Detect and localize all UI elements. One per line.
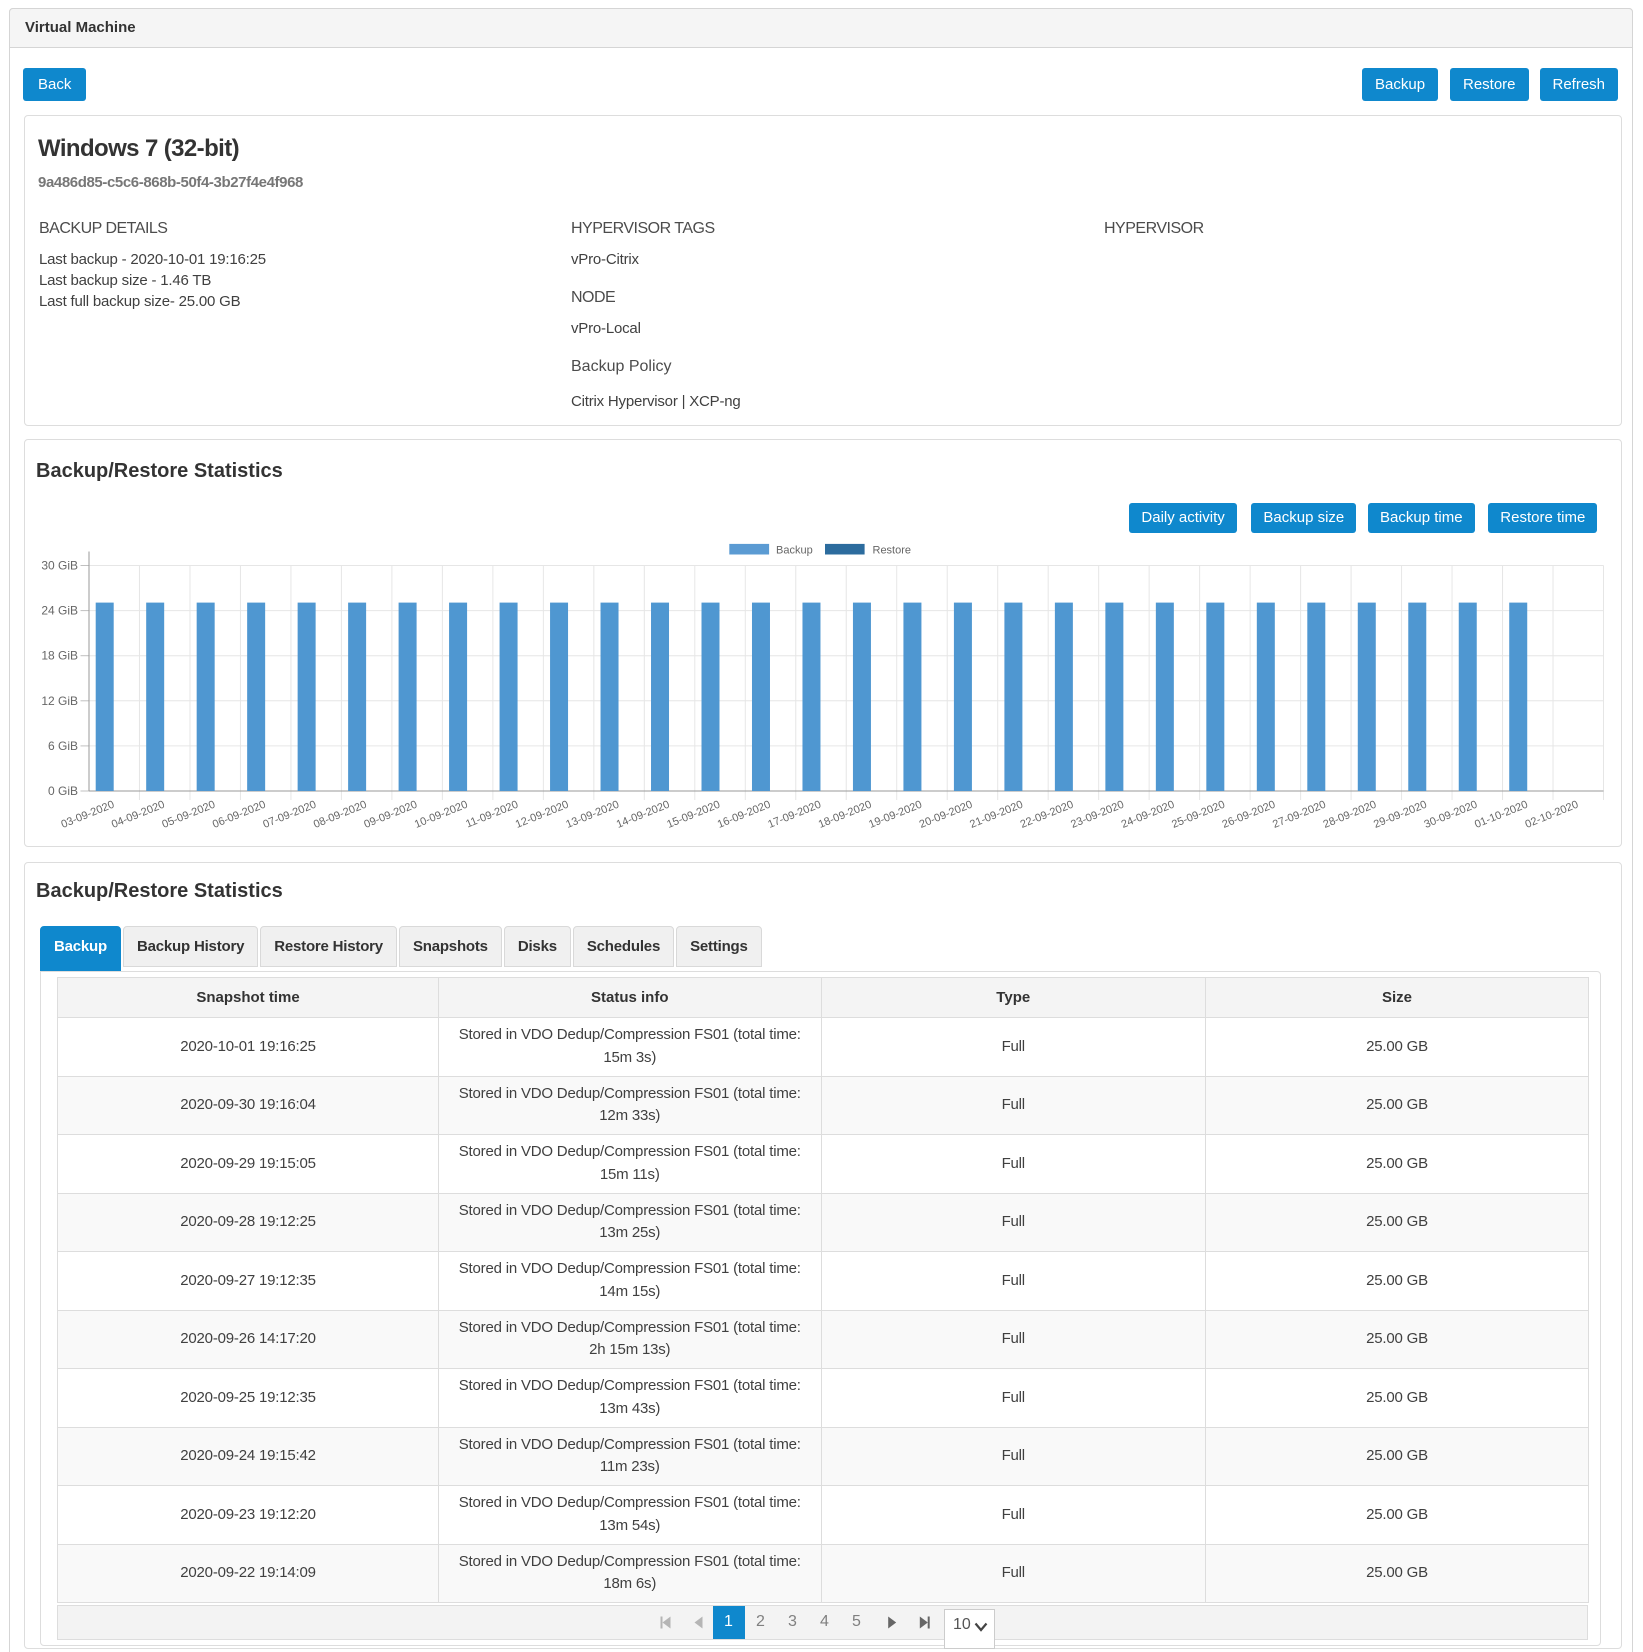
svg-text:14-09-2020: 14-09-2020 (615, 799, 672, 831)
svg-text:06-09-2020: 06-09-2020 (211, 799, 268, 831)
svg-text:02-10-2020: 02-10-2020 (1523, 799, 1580, 831)
svg-text:12 GiB: 12 GiB (41, 694, 78, 708)
svg-text:18-09-2020: 18-09-2020 (817, 799, 874, 831)
svg-text:6 GiB: 6 GiB (48, 739, 78, 753)
svg-text:22-09-2020: 22-09-2020 (1019, 799, 1076, 831)
svg-text:10-09-2020: 10-09-2020 (413, 799, 470, 831)
svg-text:05-09-2020: 05-09-2020 (160, 799, 217, 831)
svg-text:25-09-2020: 25-09-2020 (1170, 799, 1227, 831)
svg-text:Restore: Restore (873, 545, 912, 557)
svg-text:07-09-2020: 07-09-2020 (261, 799, 318, 831)
svg-text:30 GiB: 30 GiB (41, 559, 78, 573)
svg-text:21-09-2020: 21-09-2020 (968, 799, 1025, 831)
svg-text:20-09-2020: 20-09-2020 (918, 799, 975, 831)
svg-text:03-09-2020: 03-09-2020 (59, 799, 116, 831)
svg-text:08-09-2020: 08-09-2020 (312, 799, 369, 831)
svg-text:01-10-2020: 01-10-2020 (1473, 799, 1530, 831)
svg-text:16-09-2020: 16-09-2020 (716, 799, 773, 831)
svg-text:30-09-2020: 30-09-2020 (1422, 799, 1479, 831)
svg-text:17-09-2020: 17-09-2020 (766, 799, 823, 831)
svg-text:29-09-2020: 29-09-2020 (1372, 799, 1429, 831)
svg-text:04-09-2020: 04-09-2020 (110, 799, 167, 831)
svg-text:24 GiB: 24 GiB (41, 604, 78, 618)
svg-text:18 GiB: 18 GiB (41, 649, 78, 663)
svg-text:11-09-2020: 11-09-2020 (464, 799, 520, 831)
svg-text:19-09-2020: 19-09-2020 (867, 799, 924, 831)
svg-text:28-09-2020: 28-09-2020 (1322, 799, 1379, 831)
svg-text:26-09-2020: 26-09-2020 (1221, 799, 1278, 831)
svg-text:15-09-2020: 15-09-2020 (665, 799, 722, 831)
svg-text:24-09-2020: 24-09-2020 (1120, 799, 1177, 831)
svg-text:12-09-2020: 12-09-2020 (514, 799, 571, 831)
svg-text:27-09-2020: 27-09-2020 (1271, 799, 1328, 831)
svg-text:Backup: Backup (776, 545, 813, 557)
svg-text:13-09-2020: 13-09-2020 (564, 799, 621, 831)
svg-text:23-09-2020: 23-09-2020 (1069, 799, 1126, 831)
svg-text:0 GiB: 0 GiB (48, 784, 78, 798)
svg-text:09-09-2020: 09-09-2020 (362, 799, 419, 831)
